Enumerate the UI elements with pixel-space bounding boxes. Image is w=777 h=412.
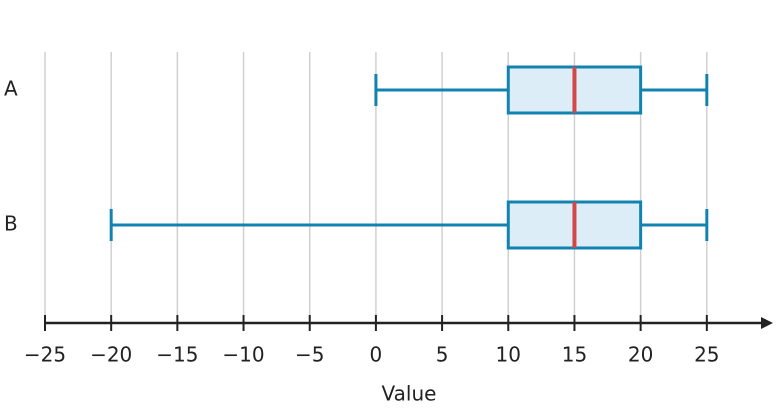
x-tick-label: 25 — [694, 343, 719, 367]
x-tick-label: −10 — [222, 343, 264, 367]
x-axis-title: Value — [382, 382, 437, 406]
x-tick-label: −20 — [90, 343, 132, 367]
y-tick-label: B — [4, 212, 18, 236]
x-tick-label: 20 — [628, 343, 653, 367]
y-tick-label: A — [4, 77, 18, 101]
x-axis-arrow — [761, 317, 773, 329]
x-tick-label: 5 — [436, 343, 449, 367]
x-tick-label: 15 — [562, 343, 587, 367]
x-tick-label: −5 — [295, 343, 324, 367]
x-tick-label: 10 — [496, 343, 521, 367]
x-tick-label: 0 — [370, 343, 383, 367]
x-tick-label: −15 — [156, 343, 198, 367]
x-tick-label: −25 — [24, 343, 66, 367]
